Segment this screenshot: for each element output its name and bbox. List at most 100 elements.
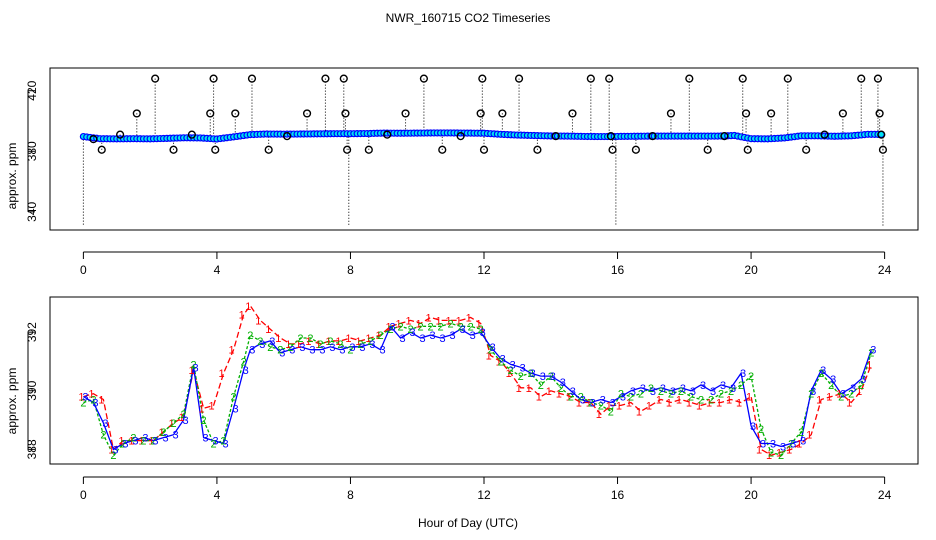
series-3-marker: 3 [760, 438, 766, 450]
series-1-marker: 1 [265, 324, 271, 336]
series-3-marker: 3 [720, 380, 726, 392]
spike-point [282, 132, 292, 141]
series-1-marker: 1 [209, 400, 215, 412]
series-3-marker: 3 [430, 330, 436, 342]
series-2-marker: 2 [438, 321, 444, 333]
series-1-marker: 1 [756, 444, 762, 456]
series-3-marker: 3 [420, 333, 426, 345]
series-1-marker: 1 [325, 336, 331, 348]
series-2-marker: 2 [598, 400, 604, 412]
series-3-marker: 3 [500, 354, 506, 366]
series-1-marker: 1 [426, 313, 432, 325]
series-3-marker: 3 [122, 438, 128, 450]
series-3-marker: 3 [172, 430, 178, 442]
bottom-y-tick-label: 388 [25, 439, 39, 459]
spike-point [438, 145, 447, 154]
bottom-x-tick-label: 24 [878, 488, 892, 502]
series-1-marker: 1 [606, 400, 612, 412]
spike-point [341, 109, 350, 118]
series-1-marker: 1 [158, 427, 164, 439]
series-2-marker: 2 [377, 330, 383, 342]
top-x-tick-label: 24 [878, 263, 892, 277]
spike-point [606, 132, 615, 141]
series-2-marker: 2 [170, 418, 176, 430]
top-y-tick-label: 380 [25, 141, 39, 161]
spike-point [498, 109, 507, 118]
top-y-tick-label: 420 [25, 80, 39, 100]
series-1-marker: 1 [766, 450, 772, 462]
spike-point [132, 109, 141, 118]
series-3-marker: 3 [490, 342, 496, 354]
series-1-marker: 1 [305, 336, 311, 348]
series-1-marker: 1 [616, 400, 622, 412]
top-baseline-series [79, 129, 885, 143]
series-3-marker: 3 [810, 386, 816, 398]
series-3-marker: 3 [299, 342, 305, 354]
series-3-marker: 3 [379, 345, 385, 357]
series-2-marker: 2 [778, 450, 784, 462]
series-1-marker: 1 [229, 345, 235, 357]
series-2-marker: 2 [201, 415, 207, 427]
spike-point [476, 109, 485, 118]
series-2-marker: 2 [257, 336, 263, 348]
series-1-marker: 1 [108, 444, 114, 456]
series-2-marker: 2 [588, 397, 594, 409]
series-1-marker: 1 [586, 397, 592, 409]
series-2-marker: 2 [347, 345, 353, 357]
series-2-marker: 2 [548, 371, 554, 383]
series-1-marker: 1 [806, 430, 812, 442]
series-2-marker: 2 [387, 324, 393, 336]
top-spike-droplines [82, 78, 884, 226]
spike-point [247, 74, 257, 83]
series-3-marker: 3 [192, 362, 198, 374]
series-3-marker: 3 [800, 436, 806, 448]
series-3-marker: 3 [690, 386, 696, 398]
series-1-marker: 1 [78, 392, 84, 404]
series-2-marker: 2 [808, 389, 814, 401]
series-2-marker: 2 [838, 392, 844, 404]
series-2-marker: 2 [768, 447, 774, 459]
series-1-marker: 1 [148, 436, 154, 448]
spike-point [169, 145, 178, 154]
series-2-marker: 2 [80, 397, 86, 409]
series-2-marker: 2 [868, 348, 874, 360]
series-2-marker: 2 [448, 318, 454, 330]
series-3-marker: 3 [600, 395, 606, 407]
series-3-marker: 3 [650, 386, 656, 398]
series-2-marker: 2 [297, 333, 303, 345]
series-2-marker: 2 [578, 392, 584, 404]
series-1-marker: 1 [315, 339, 321, 351]
series-1-marker: 1 [245, 301, 251, 313]
series-2-marker: 2 [648, 383, 654, 395]
bottom-series-lines [83, 304, 872, 457]
series-1-marker: 1 [676, 395, 682, 407]
top-x-tick-label: 8 [347, 263, 354, 277]
series-2-marker: 2 [180, 409, 186, 421]
series-1-marker: 1 [219, 368, 225, 380]
series-1-marker: 1 [335, 336, 341, 348]
series-2-marker: 2 [628, 392, 634, 404]
series-1-marker: 1 [846, 397, 852, 409]
series-1-marker: 1 [556, 389, 562, 401]
series-2-marker: 2 [738, 380, 744, 392]
series-2-marker: 2 [848, 389, 854, 401]
series-line-3 [83, 325, 872, 451]
series-3-marker: 3 [289, 345, 295, 357]
top-spike-markers [89, 74, 888, 154]
series-3-marker: 3 [850, 383, 856, 395]
series-3-marker: 3 [233, 403, 239, 415]
series-2-marker: 2 [110, 450, 116, 462]
series-1-marker: 1 [416, 318, 422, 330]
series-1-marker: 1 [656, 395, 662, 407]
series-2-marker: 2 [90, 395, 96, 407]
series-1-marker: 1 [375, 330, 381, 342]
spike-point [479, 145, 489, 154]
series-3-marker: 3 [450, 330, 456, 342]
top-x-axis: 0 4 8 12 16 20 24 [80, 251, 892, 277]
series-3-marker: 3 [730, 383, 736, 395]
series-2-marker: 2 [247, 330, 253, 342]
series-3-marker: 3 [610, 397, 616, 409]
spike-point [783, 74, 792, 83]
series-1-marker: 1 [796, 438, 802, 450]
